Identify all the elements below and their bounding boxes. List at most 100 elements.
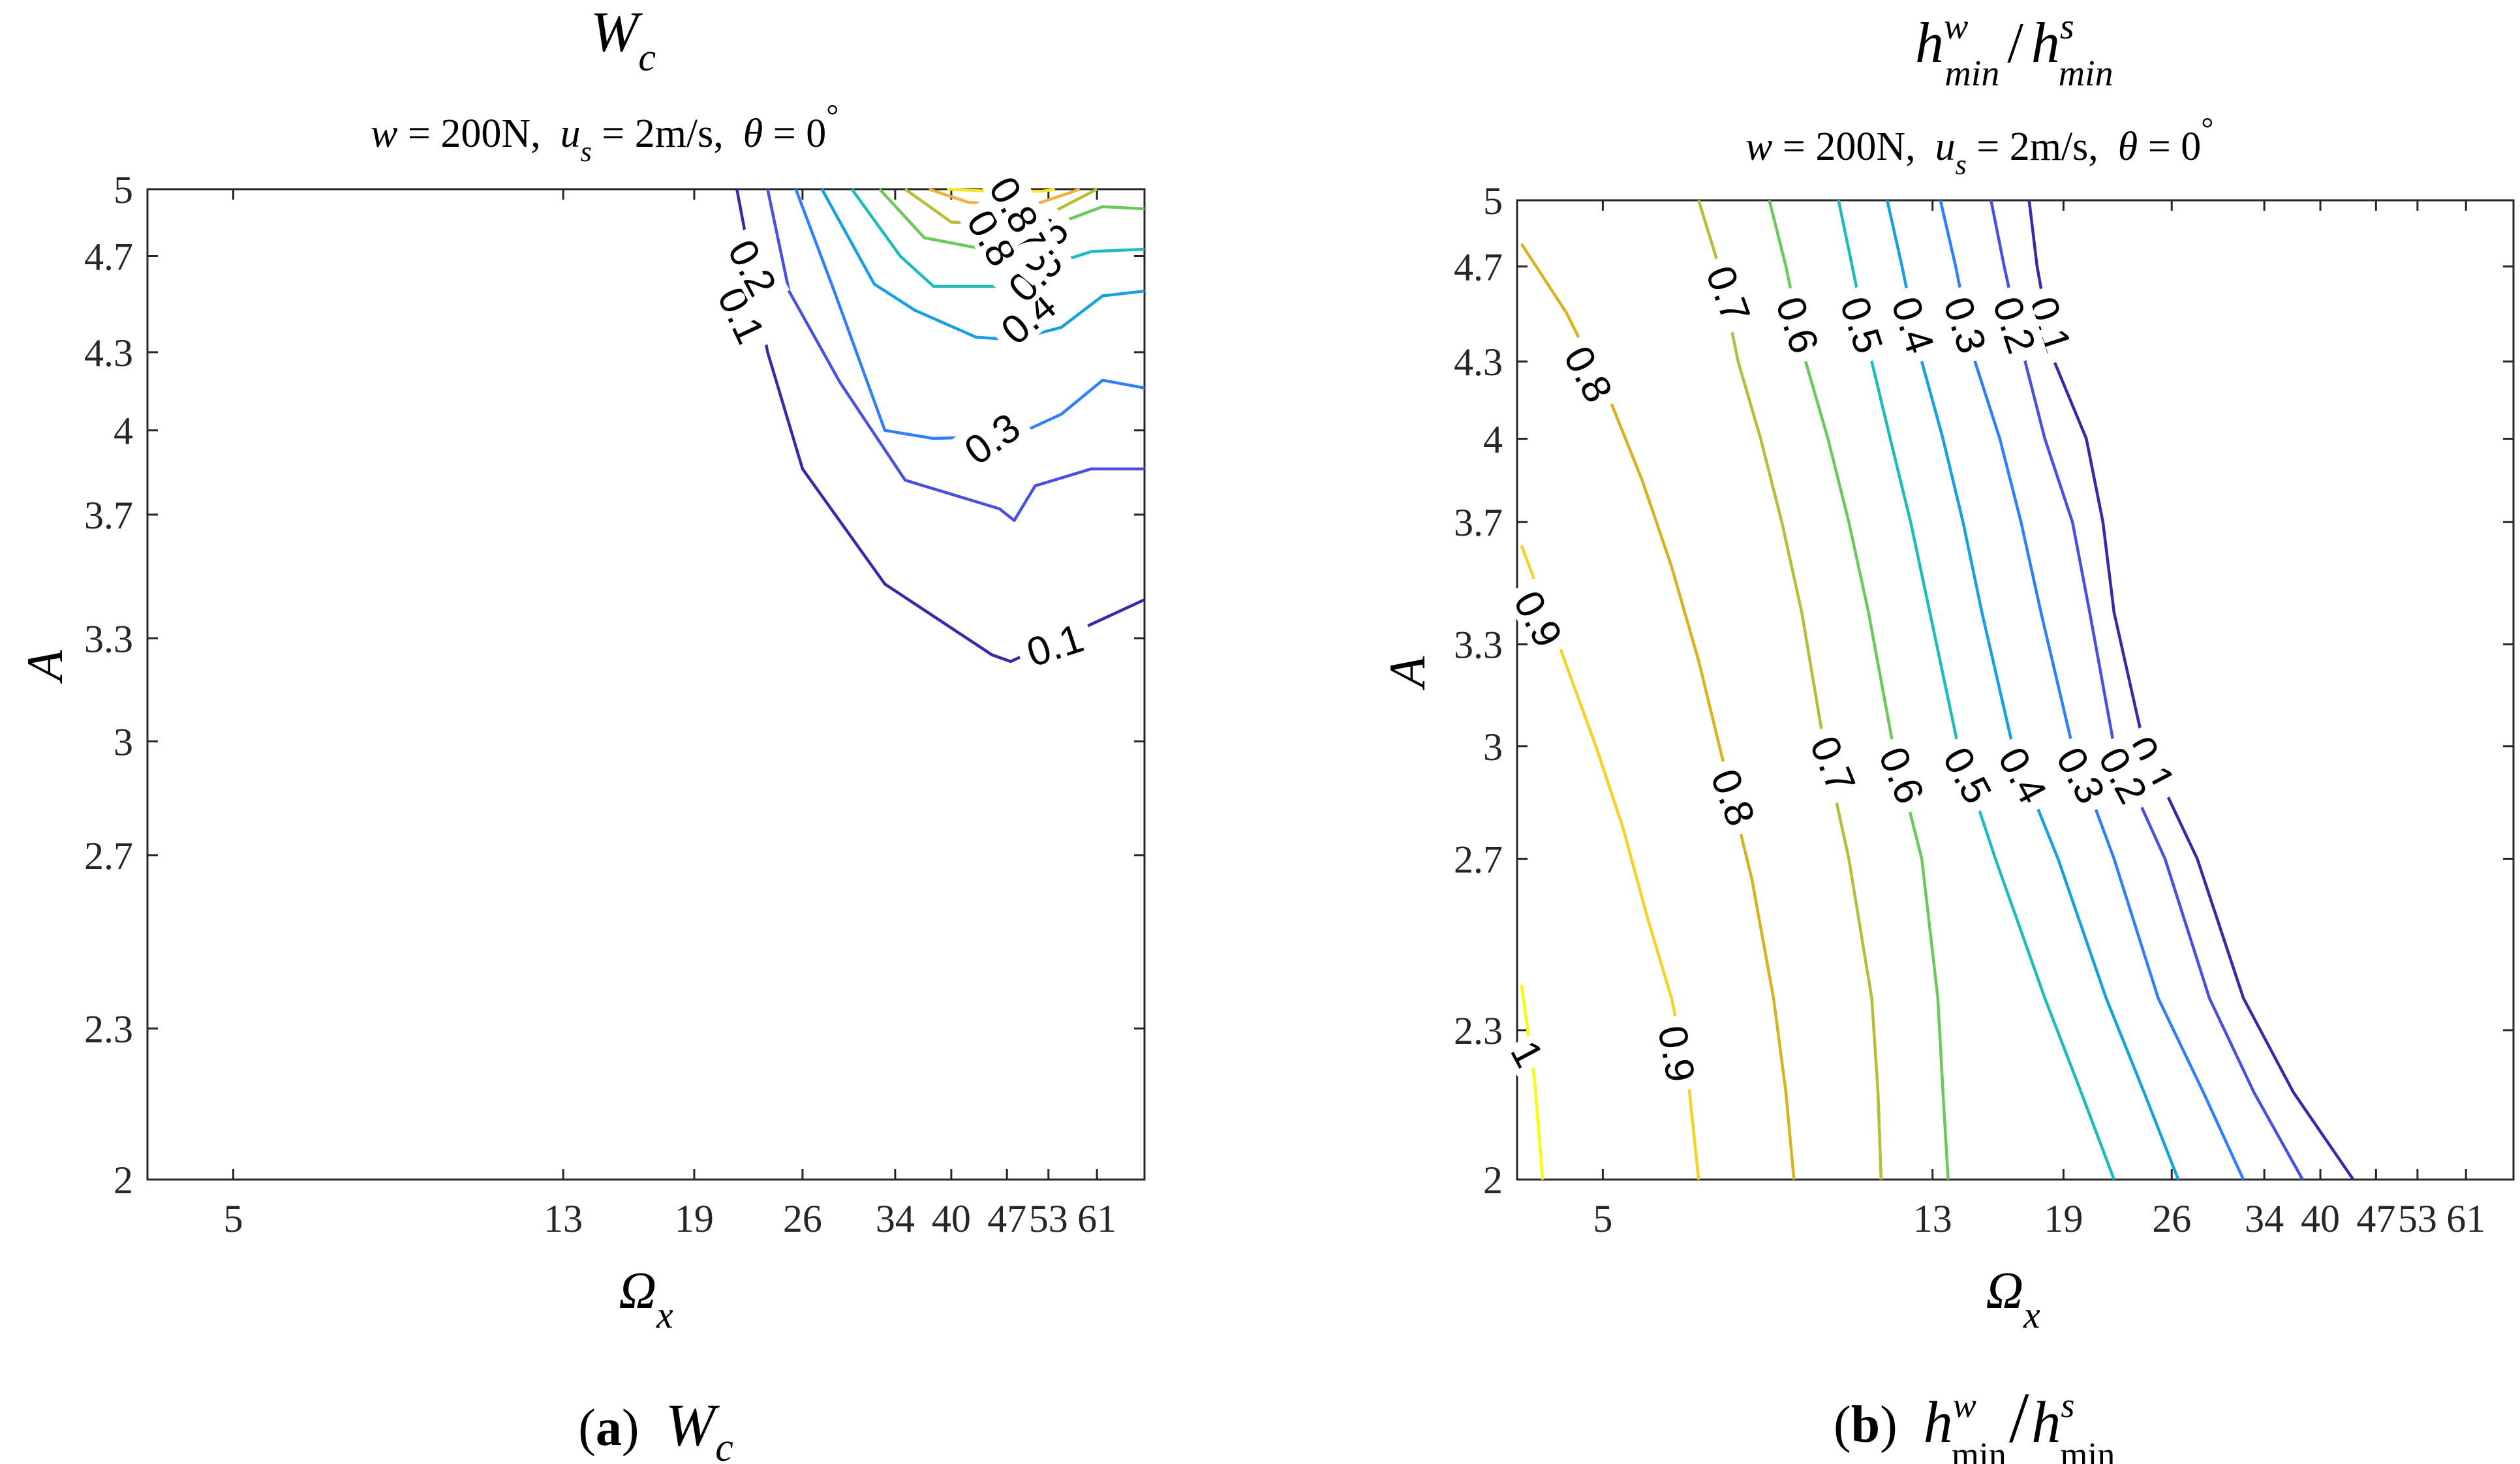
y-tick-label: 3.3 <box>84 617 133 660</box>
contour-label-bg <box>1702 754 1767 839</box>
x-tick-label: 34 <box>876 1197 915 1240</box>
panel-a-contour-labels: 0.10.10.20.30.40.50.60.80.70.8 <box>708 161 1097 676</box>
contour-label-bg <box>949 399 1034 476</box>
contour-line-0-4 <box>820 188 1145 341</box>
panel-b-x-ticks: 5 13 19 26 34 40 47 53 61 <box>1593 200 2485 1240</box>
x-tick-label: 40 <box>2301 1197 2340 1240</box>
panel-a-plot-area <box>146 188 1146 1181</box>
y-tick-label: 4.3 <box>1454 341 1503 384</box>
contour-label-group: 0.6 <box>1767 282 1831 367</box>
x-tick-label: 13 <box>1913 1197 1952 1240</box>
y-tick-label: 4 <box>1483 418 1503 461</box>
contour-label-bg <box>985 277 1069 357</box>
panel-a-contours <box>735 187 1145 663</box>
y-tick-label: 2.3 <box>1454 1009 1503 1052</box>
panel-b-plot-area <box>1516 199 2515 1181</box>
contour-label-bg <box>1012 612 1097 675</box>
panel-b-x-axis-label: Ωx <box>1986 1262 2040 1336</box>
panel-a-conditions: w = 200N, us = 2m/s, θ = 0° <box>371 99 838 168</box>
contour-label-group: 0.7 <box>1801 721 1868 806</box>
contour-label-bg <box>978 161 1053 247</box>
y-tick-label: 4 <box>114 410 133 453</box>
y-tick-label: 3.7 <box>84 494 133 537</box>
contour-label-bg <box>708 272 778 358</box>
panel-a-y-ticks: 2 2.3 2.7 3 3.3 3.7 4 4.3 4.7 5 <box>84 168 1145 1202</box>
contour-label-bg <box>1554 330 1626 416</box>
x-tick-label: 47 <box>987 1197 1026 1240</box>
panel-a: Wc w = 200N, us = 2m/s, θ = 0° 5 13 19 26 34 40… <box>16 1 1146 1464</box>
x-tick-label: 19 <box>2044 1197 2083 1240</box>
x-tick-label: 13 <box>544 1197 583 1240</box>
contour-label-bg <box>1697 251 1762 336</box>
x-tick-label: 26 <box>2152 1197 2191 1240</box>
contour-line-0-2 <box>766 189 1145 523</box>
y-tick-label: 3.3 <box>1454 624 1503 667</box>
contour-label-bg <box>718 224 790 310</box>
contour-label-group: 0.8 <box>1554 330 1626 416</box>
contour-label-bg <box>2116 721 2189 806</box>
x-tick-label: 53 <box>1029 1197 1068 1240</box>
y-tick-label: 4.7 <box>84 236 133 279</box>
y-tick-label: 4.7 <box>1454 245 1503 288</box>
y-tick-label: 3 <box>114 720 133 763</box>
x-tick-label: 47 <box>2356 1197 2395 1240</box>
contour-label-group: 0.9 <box>1503 575 1576 661</box>
panel-b-conditions: w = 200N, us = 2m/s, θ = 0° <box>1745 112 2213 181</box>
x-tick-label: 53 <box>2398 1197 2437 1240</box>
contour-label-bg <box>1984 282 2048 367</box>
y-tick-label: 2.3 <box>84 1007 133 1050</box>
contour-label-bg <box>1988 731 2061 817</box>
x-tick-label: 19 <box>675 1197 714 1240</box>
x-tick-label: 26 <box>783 1197 822 1240</box>
contour-label-bg <box>1651 1013 1706 1094</box>
y-tick-label: 5 <box>114 168 133 211</box>
x-tick-label: 61 <box>2446 1197 2485 1240</box>
contour-label-group: 0.9 <box>1649 1013 1706 1094</box>
panel-b-title: hw min / hs min <box>1915 7 2113 94</box>
panel-a-caption: (a) Wc <box>578 1392 733 1464</box>
panel-b-caption: (b) hw min/hs min <box>1834 1378 2115 1464</box>
contour-label-group: 0.1 <box>1012 612 1097 676</box>
contour-label-bg <box>1801 721 1868 806</box>
panel-b: hw min / hs min w = 200N, us = 2m/s, θ = 0° 5 1… <box>1379 7 2515 1464</box>
contour-label-bg <box>1869 732 1937 817</box>
contour-label-group: 0.4 <box>1988 731 2061 817</box>
contour-label-bg <box>956 194 1030 280</box>
panel-a-title: Wc <box>591 1 656 79</box>
panel-b-y-axis-label: A <box>1379 656 1436 691</box>
contour-label-group: 0.5 <box>1831 282 1895 367</box>
contour-label-bg <box>2088 731 2160 817</box>
contour-label-group: 1 <box>1501 1029 1554 1076</box>
contour-label-group: 0.3 <box>949 399 1034 476</box>
contour-label-group: 0.3 <box>2046 731 2119 817</box>
contour-label-group: 0.6 <box>1869 732 1937 817</box>
panel-a-x-ticks: 5 13 19 26 34 40 47 53 61 <box>223 189 1116 1240</box>
contour-label-bg <box>2020 282 2083 367</box>
contour-label-bg <box>1933 731 2005 817</box>
x-tick-label: 34 <box>2245 1197 2284 1240</box>
contour-label-bg <box>2046 731 2119 817</box>
contour-label-bg <box>1832 282 1895 367</box>
x-tick-label: 40 <box>932 1197 971 1240</box>
contour-label-group: 0.7 <box>1697 251 1762 336</box>
panel-a-y-axis-label: A <box>16 650 73 684</box>
y-tick-label: 3 <box>1483 725 1503 769</box>
y-tick-label: 3.7 <box>1454 501 1503 544</box>
contour-label-bg <box>1935 282 1999 367</box>
contour-label-bg <box>1503 575 1576 661</box>
y-tick-label: 2.7 <box>1454 838 1503 881</box>
contour-label-bg <box>1768 282 1831 367</box>
y-tick-label: 5 <box>1483 179 1503 222</box>
contour-label-group: 0.5 <box>1933 731 2005 817</box>
y-tick-label: 4.3 <box>84 331 133 374</box>
contour-line-1 <box>1520 984 1544 1180</box>
y-tick-label: 2 <box>1483 1159 1503 1202</box>
contour-label-bg <box>1503 1029 1554 1076</box>
x-tick-label: 5 <box>1593 1197 1612 1240</box>
contour-label-bg <box>1883 282 1946 367</box>
x-tick-label: 5 <box>223 1197 243 1240</box>
panel-b-contour-labels: 0.10.20.30.40.50.60.70.80.910.10.20.30.4… <box>1501 251 2189 1094</box>
contour-label: 0.9 <box>1649 1022 1703 1086</box>
contour-line-0-1 <box>735 189 1145 663</box>
